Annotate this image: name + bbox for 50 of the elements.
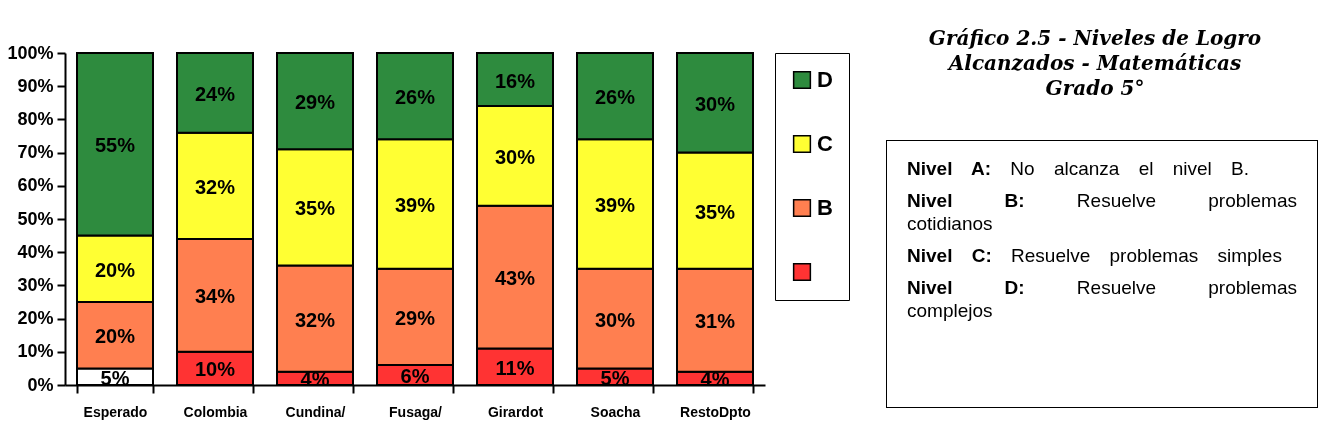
y-tick-label: 50% — [17, 208, 54, 229]
data-label: 16% — [494, 69, 536, 92]
data-label: 29% — [294, 91, 336, 114]
data-label: 34% — [194, 285, 236, 308]
y-tick-label: 40% — [17, 241, 54, 262]
data-label: 30% — [694, 92, 736, 115]
data-label: 30% — [494, 145, 536, 168]
data-label: 10% — [194, 358, 236, 381]
data-label: 32% — [294, 308, 336, 331]
data-label: 20% — [94, 325, 136, 348]
data-label: 39% — [394, 194, 436, 217]
text: Nivel B: Resuelve problemas cotidianos — [907, 190, 1297, 234]
y-tick-label: 10% — [17, 341, 54, 362]
data-label: 6% — [400, 365, 430, 388]
x-tick-label: Cundina/ — [285, 403, 346, 420]
x-tick-label: Esperado — [83, 403, 148, 420]
data-label: 24% — [194, 82, 236, 105]
text: Nivel C: Resuelve problemas simples — [907, 244, 1283, 267]
y-tick-label: 70% — [17, 142, 54, 163]
data-label: 11% — [495, 356, 535, 379]
data-label: 35% — [294, 197, 336, 220]
x-tick-label: RestoDpto — [680, 403, 751, 420]
text: Gráfico 2.5 - Niveles de Logro Alcanzados - Matemáticas Grado 5° — [927, 26, 1263, 101]
y-tick-label: 20% — [17, 308, 54, 329]
y-tick-label: 80% — [17, 108, 54, 129]
y-tick-label: 100% — [7, 42, 54, 63]
data-label: 55% — [94, 134, 136, 157]
y-tick-label: 90% — [17, 75, 54, 96]
data-label: 26% — [594, 86, 636, 109]
data-label: 39% — [594, 194, 636, 217]
data-label: 43% — [494, 267, 536, 290]
text: Nivel D: Resuelve problemas complejos — [907, 277, 1297, 321]
data-label: 32% — [194, 175, 236, 198]
x-tick-label: Fusaga/ — [389, 403, 443, 420]
y-tick-label: 0% — [27, 374, 54, 395]
legend-label: C — [817, 131, 833, 156]
data-label: 26% — [394, 86, 436, 109]
text: Nivel A: No alcanza el nivel B. — [907, 157, 1251, 180]
y-tick-label: 30% — [17, 274, 54, 295]
data-label: 35% — [694, 200, 736, 223]
data-label: 30% — [594, 308, 636, 331]
x-tick-label: Soacha — [590, 403, 641, 420]
data-label: 29% — [394, 306, 436, 329]
legend-label: B — [817, 195, 833, 220]
data-label: 20% — [94, 258, 136, 281]
data-label: 31% — [694, 310, 736, 333]
y-tick-label: 60% — [17, 175, 54, 196]
legend-label: D — [817, 67, 833, 92]
x-tick-label: Girardot — [487, 403, 544, 420]
x-tick-label: Colombia — [183, 403, 248, 420]
